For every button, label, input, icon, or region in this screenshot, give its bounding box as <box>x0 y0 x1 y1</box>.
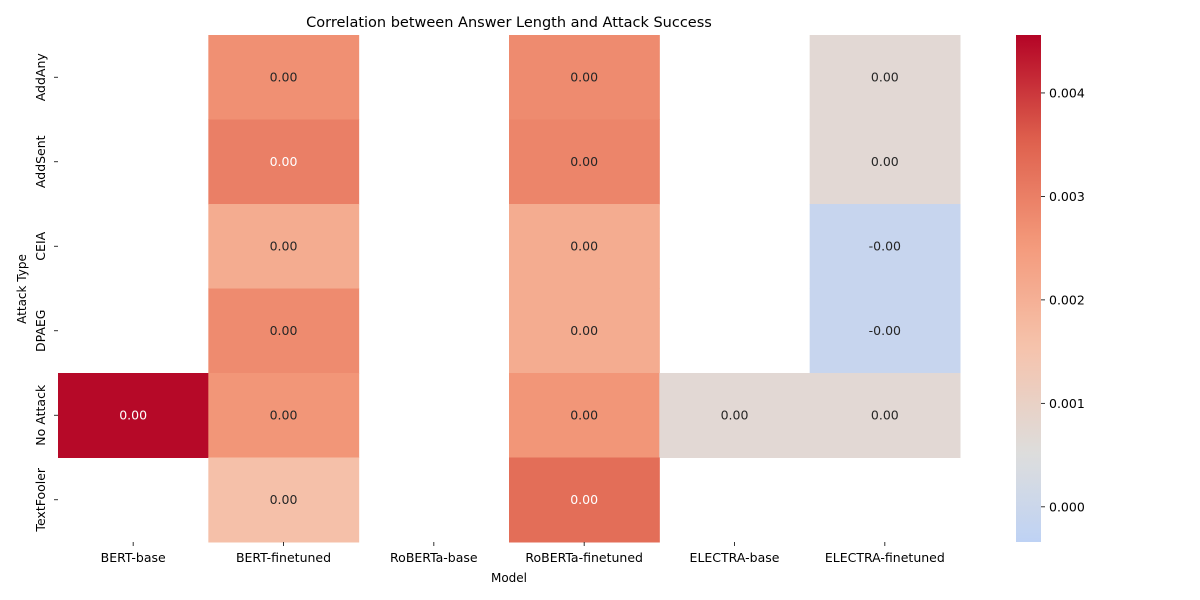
x-axis-ticks: BERT-base BERT-finetuned RoBERTa-base RoBER… <box>101 542 945 565</box>
cell-value-label: 0.00 <box>871 69 899 84</box>
colorbar-gradient <box>1016 35 1041 542</box>
heatmap-cell <box>208 204 360 289</box>
heatmap-cell <box>509 204 660 289</box>
x-tick-label: RoBERTa-finetuned <box>525 550 643 565</box>
heatmap-cell <box>509 35 660 120</box>
heatmap-cell <box>208 119 360 205</box>
y-axis-label: Attack Type <box>15 254 29 324</box>
y-tick-label: AddSent <box>33 135 48 188</box>
heatmap-cells <box>58 35 961 543</box>
heatmap-cell <box>809 204 961 289</box>
colorbar-tick-label: 0.004 <box>1049 85 1085 100</box>
heatmap-cell <box>509 288 660 374</box>
cell-value-label: 0.00 <box>570 238 598 253</box>
cell-value-label: 0.00 <box>871 407 899 422</box>
heatmap-cell <box>809 288 961 374</box>
colorbar-tick-label: 0.000 <box>1049 499 1085 514</box>
y-tick-label: CEIA <box>33 231 48 260</box>
cell-value-label: -0.00 <box>869 238 901 253</box>
y-axis-ticks: AddAny AddSent CEIA DPAEG No Attack TextFoole… <box>33 53 58 533</box>
x-axis-label: Model <box>491 571 527 585</box>
y-tick-label: No Attack <box>33 384 48 446</box>
heatmap-cell <box>509 373 660 458</box>
x-tick-label: BERT-base <box>101 550 166 565</box>
colorbar: 0.000 0.001 0.002 0.003 0.004 <box>1016 35 1085 542</box>
y-tick-label: AddAny <box>33 53 48 102</box>
heatmap-cell <box>208 457 360 543</box>
cell-value-label: 0.00 <box>270 492 298 507</box>
heatmap-cell <box>659 373 811 458</box>
cell-value-label: 0.00 <box>270 238 298 253</box>
colorbar-tick-label: 0.002 <box>1049 292 1085 307</box>
x-tick-label: ELECTRA-base <box>690 550 780 565</box>
x-tick-label: ELECTRA-finetuned <box>825 550 945 565</box>
cell-value-label: 0.00 <box>119 407 147 422</box>
cell-value-label: 0.00 <box>270 69 298 84</box>
heatmap-cell <box>208 35 360 120</box>
cell-value-label: 0.00 <box>570 323 598 338</box>
cell-value-label: 0.00 <box>570 492 598 507</box>
heatmap-cell <box>58 373 209 458</box>
heatmap-cell <box>208 288 360 374</box>
heatmap-cell <box>509 119 660 205</box>
y-tick-label: DPAEG <box>33 310 48 353</box>
x-tick-label: RoBERTa-base <box>390 550 478 565</box>
cell-value-label: 0.00 <box>721 407 749 422</box>
cell-value-label: 0.00 <box>570 407 598 422</box>
heatmap-cell <box>208 373 360 458</box>
colorbar-tick-label: 0.001 <box>1049 396 1085 411</box>
y-tick-label: TextFooler <box>33 467 48 532</box>
cell-value-label: -0.00 <box>869 323 901 338</box>
heatmap-cell <box>809 119 961 205</box>
x-tick-label: BERT-finetuned <box>236 550 331 565</box>
cell-value-label: 0.00 <box>270 407 298 422</box>
colorbar-tick-label: 0.003 <box>1049 189 1085 204</box>
heatmap-cell <box>509 457 660 543</box>
heatmap-cell <box>809 373 961 458</box>
cell-value-label: 0.00 <box>270 323 298 338</box>
cell-value-label: 0.00 <box>270 154 298 169</box>
cell-value-label: 0.00 <box>570 154 598 169</box>
cell-value-label: 0.00 <box>570 69 598 84</box>
chart-title: Correlation between Answer Length and At… <box>306 15 712 31</box>
heatmap-cell-labels: 0.00 0.00 0.00 0.00 0.00 0.00 0.00 0.00 -0.00 0.0… <box>119 69 901 507</box>
heatmap-cell <box>809 35 961 120</box>
cell-value-label: 0.00 <box>871 154 899 169</box>
